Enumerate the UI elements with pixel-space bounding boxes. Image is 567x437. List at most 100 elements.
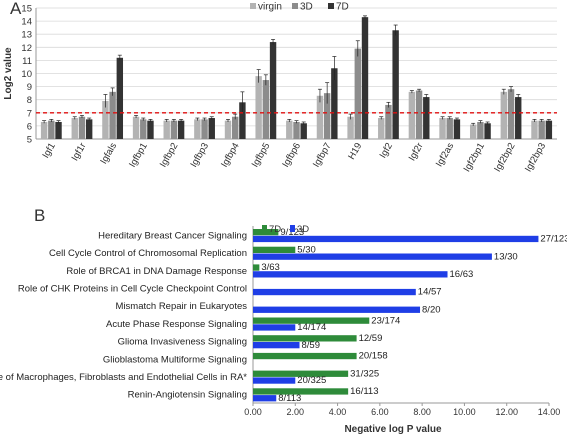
- bar-3d: [140, 119, 147, 139]
- bar-3d: [253, 306, 421, 313]
- category-label: Role of BRCA1 in DNA Damage Response: [66, 266, 247, 277]
- x-tick-label: 10.00: [453, 407, 476, 417]
- bar-virgin: [378, 118, 385, 139]
- x-tick-label: Igfals: [98, 141, 119, 166]
- x-tick-label: Igfbp3: [188, 141, 211, 169]
- legend-label-3d: 3D: [297, 224, 309, 235]
- x-tick-label: 4.00: [329, 407, 347, 417]
- x-tick-label: Igfbp5: [250, 141, 273, 169]
- legend-swatch-7d: [262, 225, 267, 232]
- bar-7d: [239, 102, 246, 139]
- bar-3d: [253, 235, 539, 243]
- bar-virgin: [163, 120, 170, 139]
- y-tick-label: 14: [21, 17, 32, 28]
- data-label: 13/30: [494, 251, 518, 262]
- bar-3d: [323, 93, 331, 139]
- bar-7d: [253, 388, 349, 395]
- bar-7d: [147, 120, 154, 139]
- category-label: Renin-Angiotensin Signaling: [128, 390, 247, 401]
- bar-3d: [354, 48, 361, 139]
- bar-virgin: [132, 116, 140, 139]
- x-tick-label: Igf1r: [70, 141, 89, 163]
- x-tick-label: Igf1: [40, 141, 57, 160]
- x-tick-label: Igf2as: [434, 141, 457, 169]
- x-tick-label: Igf2: [378, 141, 395, 160]
- bar-3d: [201, 119, 208, 139]
- legend-swatch-virgin: [250, 3, 256, 9]
- data-label: 16/113: [350, 386, 378, 397]
- bar-3d: [48, 120, 55, 139]
- bar-7d: [208, 118, 215, 139]
- panel-label-b: B: [34, 206, 45, 225]
- data-label: 23/174: [371, 315, 400, 326]
- data-label: 3/63: [261, 262, 280, 273]
- bar-7d: [453, 119, 461, 139]
- bar-3d: [109, 91, 116, 139]
- legend-label-virgin: virgin: [258, 2, 282, 13]
- data-label: 20/158: [359, 351, 388, 362]
- bar-7d: [177, 120, 185, 139]
- bar-virgin: [500, 91, 508, 139]
- category-label: Acute Phase Response Signaling: [106, 319, 247, 330]
- x-tick-label: Igf2bp1: [462, 141, 487, 174]
- bar-3d: [293, 121, 300, 139]
- data-label: 8/59: [302, 340, 321, 351]
- legend-label-7d: 7D: [336, 2, 349, 13]
- x-tick-label: Igfbp1: [127, 141, 150, 169]
- y-tick-label: 5: [27, 135, 32, 146]
- legend-swatch-3d: [292, 3, 298, 9]
- legend-swatch-3d: [290, 225, 295, 232]
- bar-7d: [116, 57, 124, 139]
- bar-3d: [253, 288, 416, 296]
- bar-3d: [253, 342, 300, 349]
- y-tick-label: 11: [22, 56, 32, 67]
- y-tick-label: 8: [27, 95, 32, 106]
- category-label: Cell Cycle Control of Chromosomal Replic…: [49, 248, 247, 259]
- category-label: Role of CHK Proteins in Cell Cycle Check…: [18, 283, 247, 294]
- bar-3d: [253, 271, 448, 278]
- x-tick-label: Igf2bp2: [492, 141, 517, 174]
- y-tick-label: 9: [27, 82, 32, 93]
- y-tick-label: 12: [21, 43, 32, 54]
- x-tick-label: Igf2r: [407, 141, 426, 163]
- bar-virgin: [255, 76, 262, 139]
- bar-3d: [385, 104, 392, 139]
- chart-b: 0.00 2.00 4.00 6.00 8.00 10.00 12.00 14.00 Negat…: [0, 224, 567, 435]
- bar-virgin: [347, 116, 354, 139]
- x-axis-title: Negative log P value: [344, 424, 442, 435]
- x-tick-label: Igf2bp3: [523, 141, 548, 174]
- category-label: Glioma Invasiveness Signaling: [118, 337, 247, 348]
- data-label: 8/20: [422, 304, 441, 315]
- bar-7d: [269, 42, 277, 140]
- bar-3d: [477, 121, 484, 139]
- y-tick-label: 15: [21, 4, 32, 15]
- bar-virgin: [71, 118, 78, 139]
- y-tick-label: 13: [21, 30, 32, 41]
- data-label: 14/174: [297, 322, 326, 333]
- bar-virgin: [286, 120, 293, 139]
- bar-7d: [253, 317, 370, 324]
- bar-3d: [253, 324, 296, 331]
- x-tick-label: Igfbp4: [219, 141, 242, 169]
- bar-virgin: [316, 95, 324, 139]
- category-label: Hereditary Breast Cancer Signaling: [98, 230, 247, 241]
- category-label: Role of Macrophages, Fibroblasts and End…: [0, 372, 247, 383]
- x-tick-label: Igfbp2: [158, 141, 181, 169]
- bar-7d: [392, 30, 399, 139]
- bar-7d: [545, 120, 553, 139]
- data-label: 5/30: [297, 245, 316, 256]
- legend-label-7d: 7D: [269, 224, 281, 235]
- x-tick-label: H19: [346, 141, 364, 162]
- bar-7d: [253, 370, 349, 377]
- x-tick-label: Igfbp7: [311, 141, 334, 169]
- data-label: 9/123: [280, 227, 304, 238]
- bar-3d: [262, 80, 270, 139]
- bar-virgin: [102, 101, 109, 139]
- data-label: 12/59: [359, 333, 383, 344]
- x-tick-label: 2.00: [287, 407, 305, 417]
- x-tick-label: Igfbp6: [280, 141, 303, 169]
- y-tick-label: 7: [27, 108, 32, 119]
- bar-7d: [55, 121, 62, 139]
- x-tick-label: 0.00: [244, 407, 262, 417]
